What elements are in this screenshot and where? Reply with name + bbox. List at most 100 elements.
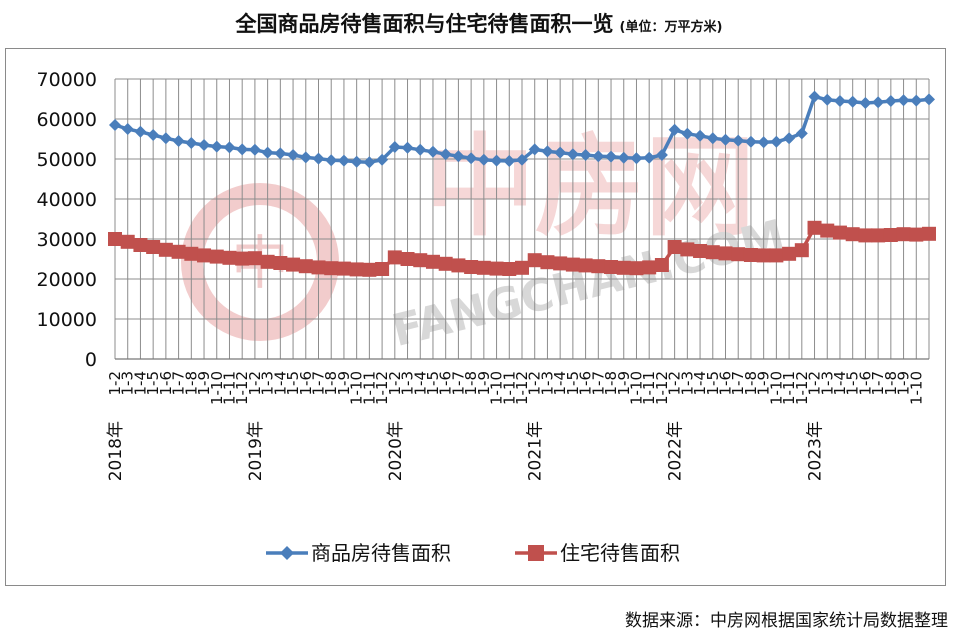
data-point [312,152,325,165]
data-point [883,228,898,242]
data-point [452,150,465,163]
data-point [795,127,808,140]
y-tick-label: 10000 [37,309,97,331]
x-tick-label: 1-10 [348,371,366,405]
x-tick-label: 1-10 [627,371,645,405]
x-tick-label: 1-4 [411,371,429,396]
data-point [694,129,707,142]
data-point [705,245,720,260]
data-point [668,123,681,136]
title-text: 全国商品房待售面积与住宅待售面积一览 [235,12,614,36]
source-note: 数据来源：中房网根据国家统计局数据整理 [625,611,948,631]
y-tick-label: 50000 [37,149,97,171]
x-tick-label: 1-2 [666,371,684,396]
data-point [832,225,847,240]
x-tick-label: 1-6 [577,371,595,396]
data-point [718,246,733,261]
data-point [578,258,593,273]
data-point [414,143,427,156]
data-point [336,261,351,276]
x-tick-label: 1-9 [895,371,913,396]
x-tick-label: 1-2 [386,371,404,396]
x-tick-label: 1-5 [284,371,302,396]
x-tick-label: 1-12 [653,371,671,405]
data-point [349,262,364,277]
data-point [273,256,288,270]
data-point [896,227,911,242]
data-point [845,227,860,242]
x-tick-label: 1-2 [246,371,264,396]
data-point [554,146,567,159]
data-point [770,135,783,148]
data-point [693,244,708,258]
data-point [439,148,452,161]
data-point [706,132,719,145]
data-point [579,149,592,161]
data-point [541,145,554,158]
data-point [923,93,935,106]
data-point [858,228,873,243]
data-point [426,145,439,158]
data-point [235,251,250,266]
data-point [362,262,377,277]
x-tick-label: 1-9 [335,371,353,396]
data-point [592,150,605,163]
x-tick-label: 1-3 [678,371,696,396]
data-point [846,95,859,108]
x-tick-label: 1-10 [208,371,226,405]
x-tick-label: 1-8 [322,371,340,396]
data-point [209,249,224,264]
x-tick-label: 1-5 [844,371,862,396]
y-axis: 0 10000 20000 30000 40000 50000 60000 70000 [37,69,97,371]
x-tick-label: 1-7 [589,371,607,396]
data-point [820,223,835,238]
data-point [643,151,656,164]
data-point [642,260,657,275]
x-tick-label: 1-9 [755,371,773,396]
data-point [833,95,846,107]
x-tick-label: 1-11 [220,371,238,405]
data-point [527,253,542,268]
data-point [782,246,797,261]
y-tick-label: 30000 [37,229,97,251]
data-point [375,262,390,276]
x-tick-label: 1-3 [119,371,137,396]
x-tick-label: 1-11 [780,371,798,405]
data-point [897,94,910,107]
data-point [680,242,695,257]
legend-label: 商品房待售面积 [311,541,451,565]
x-tick-label: 1-2 [526,371,544,396]
data-point [617,151,630,164]
data-point [464,260,479,274]
data-point [247,251,262,266]
data-point [108,232,122,246]
data-point [807,220,822,235]
x-tick-label: 1-2 [806,371,824,396]
x-year-label: 2018年 [106,421,126,481]
data-point [299,151,312,164]
x-tick-label: 1-8 [882,371,900,396]
data-point [223,141,236,154]
x-tick-label: 1-7 [729,371,747,396]
x-tick-label: 1-9 [615,371,633,396]
y-tick-label: 70000 [37,69,97,91]
data-point [171,244,186,259]
y-tick-label: 20000 [37,269,97,291]
data-point [553,256,568,271]
x-tick-label: 1-4 [691,371,709,396]
data-point [757,136,770,149]
data-point [286,257,301,272]
x-tick-label: 1-7 [170,371,188,396]
data-point [821,93,834,106]
data-point [667,240,682,254]
x-tick-label: 1-12 [793,371,811,405]
data-point [605,150,618,163]
x-tick-label: 1-12 [233,371,251,405]
data-point [197,248,212,263]
data-point [743,248,758,262]
data-point [756,248,771,263]
x-year-label: 2020年 [386,421,406,481]
data-point [287,149,300,161]
data-point [260,254,275,269]
